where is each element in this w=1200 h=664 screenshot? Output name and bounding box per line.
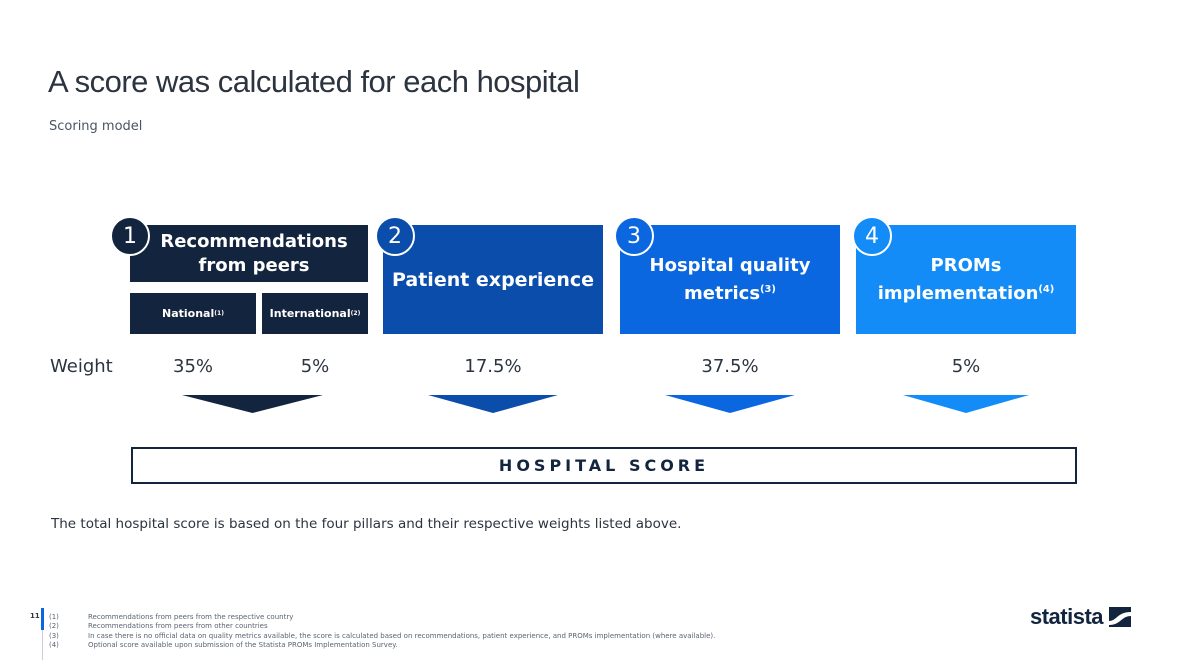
footnote-text: Optional score available upon submission… — [88, 641, 398, 649]
footnote-text: In case there is no official data on qua… — [88, 632, 716, 640]
sub-national: National (1) — [130, 293, 256, 334]
weight-international: 5% — [300, 356, 330, 377]
accent-bar — [41, 608, 44, 630]
pillar-number-badge: 2 — [375, 216, 415, 256]
page-number: 11 — [30, 612, 40, 620]
footnote-mark: (4) — [49, 641, 59, 649]
page-subtitle: Scoring model — [49, 119, 143, 134]
page-title: A score was calculated for each hospital — [48, 64, 580, 99]
arrow-down-icon — [428, 395, 558, 413]
footnote-ref: (3) — [760, 283, 776, 295]
pillar-recommendations: Recommendations from peers — [130, 225, 368, 282]
description: The total hospital score is based on the… — [51, 516, 682, 532]
weight-proms: 5% — [951, 356, 981, 377]
weight-label: Weight — [50, 356, 113, 377]
footnote-text: Recommendations from peers from the resp… — [88, 613, 294, 621]
arrow-down-icon — [665, 395, 795, 413]
footnote-ref: (4) — [1038, 283, 1055, 295]
pillar-label: PROMs implementation — [877, 254, 1039, 304]
weight-quality-metrics: 37.5% — [701, 356, 759, 377]
statista-logo-icon — [1109, 607, 1132, 627]
pillar-patient-experience: Patient experience — [383, 225, 603, 334]
pillar-number-badge: 3 — [614, 216, 654, 256]
footnote-mark: (3) — [49, 632, 59, 640]
pillar-label: Patient experience — [391, 268, 594, 291]
sub-label: International — [269, 307, 351, 320]
hospital-score-box: HOSPITAL SCORE — [131, 447, 1077, 484]
arrow-down-icon — [903, 395, 1029, 413]
weight-patient-experience: 17.5% — [464, 356, 522, 377]
footnote-mark: (2) — [49, 622, 59, 630]
footnote-ref: (2) — [350, 310, 361, 317]
divider — [42, 630, 43, 660]
footnote-text: Recommendations from peers from other co… — [88, 622, 268, 630]
pillar-label: Recommendations from peers — [160, 230, 348, 276]
sub-label: National — [162, 307, 215, 320]
footnote-mark: (1) — [49, 613, 59, 621]
pillar-quality-metrics: Hospital quality metrics(3) — [620, 225, 840, 334]
pillar-proms: PROMs implementation(4) — [856, 225, 1076, 334]
logo-text: statista — [1030, 604, 1104, 629]
arrow-down-icon — [182, 395, 323, 413]
pillar-number-badge: 4 — [852, 216, 892, 256]
pillar-label: Hospital quality metrics — [649, 254, 811, 304]
footnote-ref: (1) — [214, 310, 224, 317]
pillar-number-badge: 1 — [110, 216, 150, 256]
statista-logo: statista — [1030, 604, 1132, 630]
weight-national: 35% — [172, 356, 214, 377]
sub-international: International (2) — [262, 293, 368, 334]
